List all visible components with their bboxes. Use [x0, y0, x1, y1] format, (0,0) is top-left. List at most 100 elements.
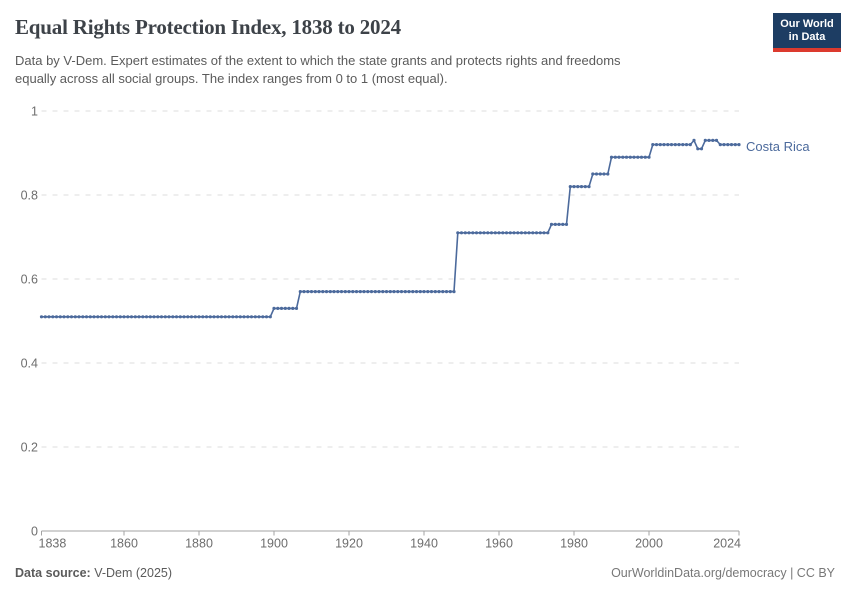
data-point [433, 290, 437, 294]
data-point [598, 172, 602, 176]
attribution-link[interactable]: OurWorldinData.org/democracy | CC BY [611, 566, 835, 580]
data-point [88, 315, 92, 319]
data-point [126, 315, 130, 319]
data-point [557, 222, 561, 226]
data-point [242, 315, 246, 319]
data-point [171, 315, 175, 319]
data-point [84, 315, 89, 319]
data-point [512, 231, 516, 235]
data-point [448, 290, 452, 294]
data-point [546, 231, 550, 235]
data-point [268, 315, 272, 319]
data-point [456, 231, 460, 235]
data-point [553, 222, 557, 226]
data-point [729, 143, 734, 147]
data-point [632, 155, 636, 159]
data-point [699, 147, 704, 151]
data-point [358, 290, 362, 294]
data-point [636, 155, 640, 159]
data-point [523, 231, 527, 235]
owid-logo[interactable]: Our World in Data [773, 13, 841, 52]
data-point [381, 290, 385, 294]
data-point [294, 306, 299, 310]
data-point [193, 315, 197, 319]
data-point [497, 231, 501, 235]
data-point [351, 290, 355, 294]
data-point [77, 315, 81, 319]
data-point [167, 315, 171, 319]
data-point [609, 155, 614, 159]
data-point [58, 315, 62, 319]
data-point [261, 315, 265, 319]
data-point [291, 306, 295, 310]
data-point [92, 315, 96, 319]
data-point [444, 290, 449, 294]
data-point [347, 290, 351, 294]
data-point [737, 143, 741, 147]
data-point [343, 290, 347, 294]
data-point [658, 143, 662, 147]
data-point [276, 306, 280, 310]
data-point [212, 315, 216, 319]
data-point [654, 143, 659, 147]
data-point [684, 143, 689, 147]
data-point [201, 315, 205, 319]
data-point [519, 231, 524, 235]
chart-canvas: 1838 1860 1880 1900 1920 1940 1960 1980 2000 2024… [21, 105, 741, 551]
data-point [538, 231, 542, 235]
data-point [647, 155, 651, 159]
y-axis-label: 0.8 [21, 189, 38, 203]
data-point [482, 231, 486, 235]
data-point [542, 231, 546, 235]
chart-subtitle-line-2: equally across all social groups. The in… [15, 71, 448, 86]
data-point [178, 315, 182, 319]
series-label-costa-rica[interactable]: Costa Rica [746, 139, 810, 154]
data-point [62, 315, 66, 319]
data-point [602, 172, 606, 176]
x-axis-label: 1920 [335, 537, 363, 551]
data-point [639, 155, 644, 159]
data-point [726, 143, 730, 147]
data-point [463, 231, 467, 235]
data-point [486, 231, 490, 235]
data-point [587, 185, 591, 189]
data-point [47, 315, 51, 319]
data-point [298, 290, 302, 294]
series-points-costa-rica[interactable] [39, 138, 741, 319]
data-point [103, 315, 107, 319]
data-point [527, 231, 531, 235]
data-point [681, 143, 685, 147]
data-point [418, 290, 422, 294]
y-axis-label: 0.2 [21, 441, 38, 455]
data-point [628, 155, 632, 159]
data-point [272, 306, 276, 310]
data-source-value: V-Dem (2025) [90, 566, 173, 580]
data-point [163, 315, 167, 319]
data-point [204, 315, 209, 319]
data-point [118, 315, 122, 319]
owid-logo-line-2: in Data [788, 31, 826, 43]
data-point [219, 315, 224, 319]
data-point [339, 290, 344, 294]
chart-subtitle-line-1: Data by V-Dem. Expert estimates of the e… [15, 53, 621, 68]
data-point [407, 290, 411, 294]
data-point [617, 155, 621, 159]
data-point [666, 143, 670, 147]
data-point [189, 315, 194, 319]
y-axis-label: 1 [31, 105, 38, 119]
data-point [99, 315, 104, 319]
data-point [561, 222, 565, 226]
gridlines-group [41, 110, 739, 532]
data-point [174, 315, 179, 319]
data-point [253, 315, 257, 319]
data-point [384, 290, 389, 294]
data-point [426, 290, 430, 294]
x-axis-label: 1960 [485, 537, 513, 551]
data-point [392, 290, 396, 294]
data-point [324, 290, 329, 294]
data-point [722, 143, 726, 147]
data-point [692, 138, 696, 142]
data-point [197, 315, 201, 319]
x-axis-label: 1900 [260, 537, 288, 551]
x-axis-label: 1860 [110, 537, 138, 551]
